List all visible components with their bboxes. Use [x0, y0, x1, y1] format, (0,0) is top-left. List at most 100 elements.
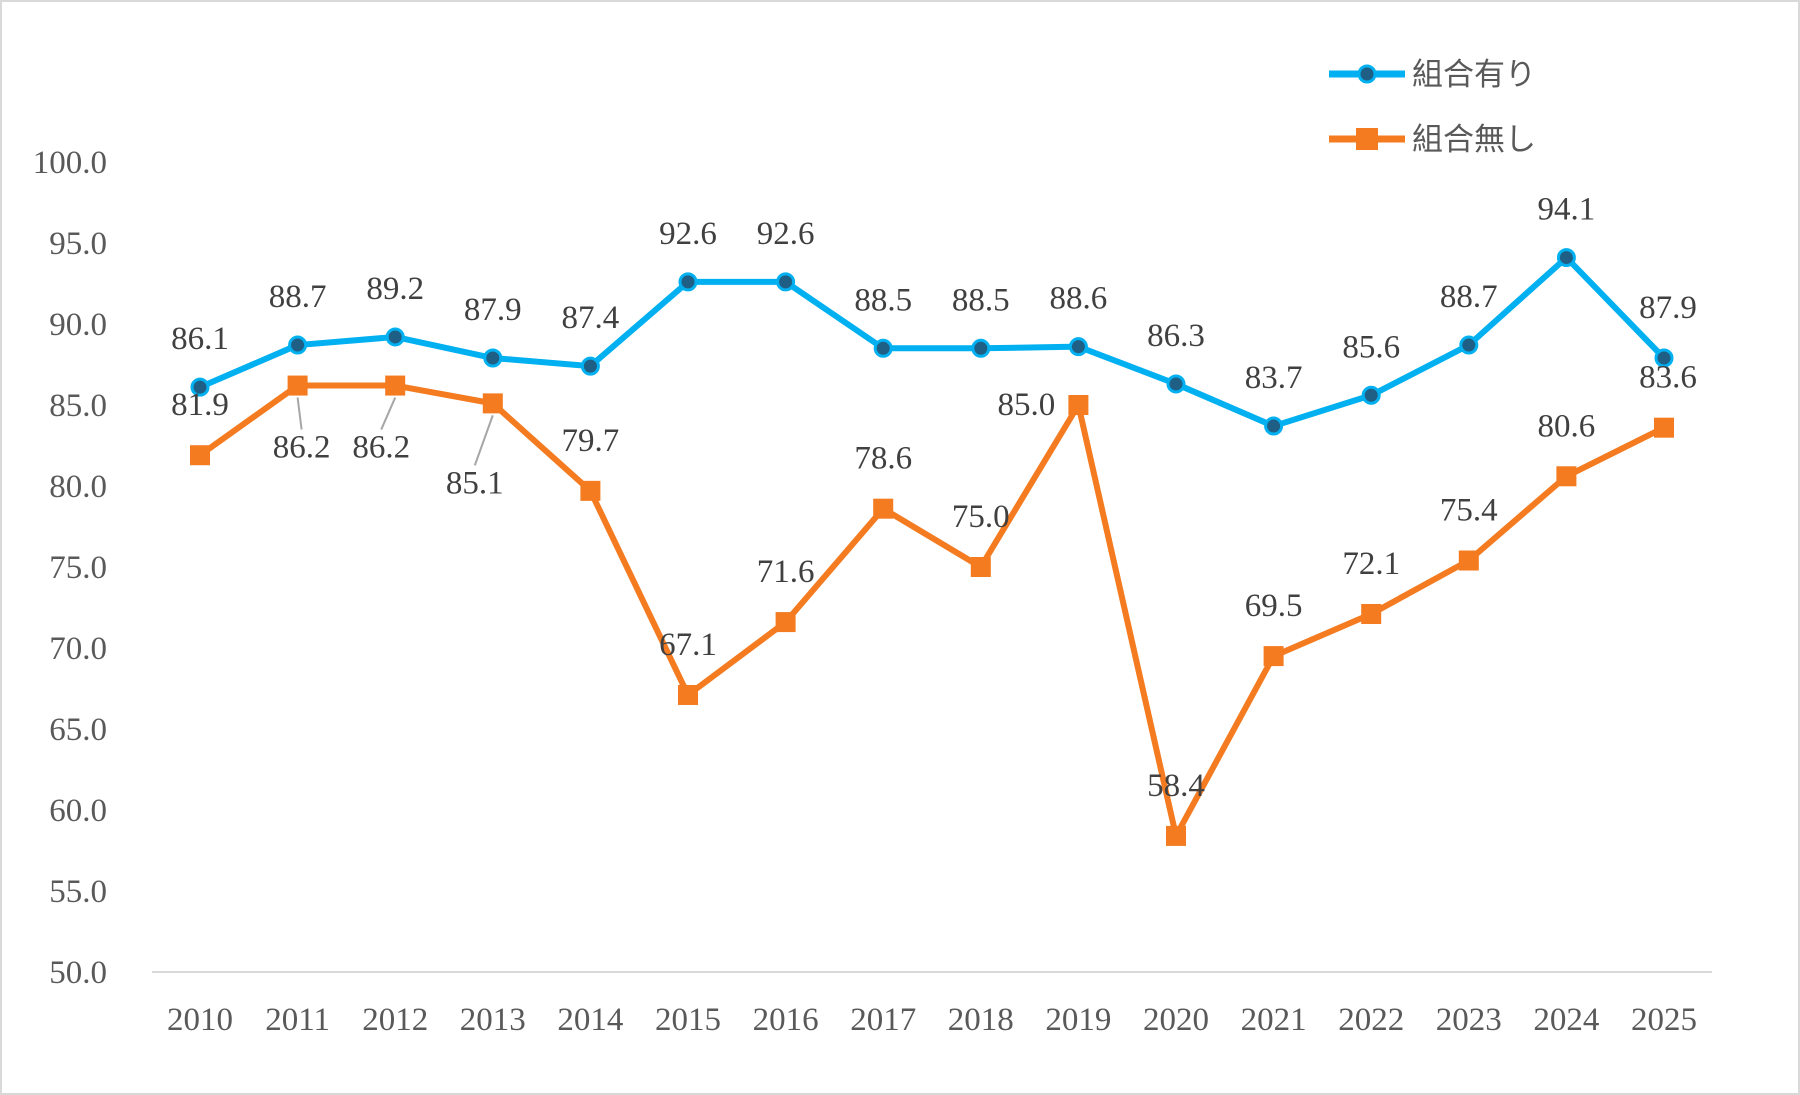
x-tick-label: 2019 [1045, 1002, 1111, 1038]
data-label: 71.6 [757, 554, 815, 590]
y-tick-label: 80.0 [49, 469, 107, 505]
data-point [775, 612, 796, 633]
data-label: 89.2 [366, 271, 424, 307]
y-tick-label: 75.0 [49, 550, 107, 586]
data-point [678, 684, 698, 705]
leader-lines [296, 397, 494, 466]
x-tick-label: 2018 [948, 1002, 1014, 1038]
x-tick-label: 2010 [167, 1002, 233, 1038]
series-line [198, 254, 1667, 430]
x-tick-label: 2023 [1436, 1002, 1502, 1038]
data-label: 78.6 [854, 441, 912, 477]
data-point [1068, 337, 1088, 357]
y-tick-label: 50.0 [49, 955, 107, 991]
y-tick-label: 100.0 [33, 145, 107, 181]
x-tick-label: 2012 [362, 1002, 428, 1038]
leader-line [473, 415, 494, 466]
data-point [1361, 385, 1381, 405]
x-tick-label: 2013 [460, 1002, 526, 1038]
data-point [580, 480, 601, 501]
data-label: 88.7 [1440, 279, 1498, 315]
data-point [483, 348, 503, 368]
data-point [1654, 348, 1674, 368]
data-point [1068, 395, 1089, 415]
data-point [873, 338, 893, 358]
data-label: 58.4 [1147, 768, 1205, 804]
data-label: 92.6 [659, 216, 717, 252]
data-point [970, 557, 991, 577]
y-tick-label: 55.0 [49, 874, 107, 910]
data-point [482, 393, 503, 414]
axis-layer: 50.0 55.0 60.0 65.0 70.0 75.0 80.0 85.0 90.0 95.0… [33, 145, 1712, 1038]
x-tick-label: 2017 [850, 1002, 916, 1038]
data-point [1458, 550, 1479, 571]
data-label: 69.5 [1245, 588, 1303, 624]
data-point [678, 272, 698, 292]
data-point [288, 335, 308, 355]
data-point [1556, 466, 1577, 487]
legend-item-nonunion: 組合無し [1329, 122, 1536, 158]
legend-label-union: 組合有り [1412, 57, 1536, 93]
x-tick-label: 2016 [753, 1002, 819, 1038]
y-tick-label: 85.0 [49, 388, 107, 424]
data-label: 88.6 [1050, 281, 1108, 317]
data-label: 67.1 [659, 627, 717, 663]
data-label: 92.6 [757, 216, 815, 252]
series-nonunion [190, 375, 1674, 846]
data-label: 87.4 [562, 300, 620, 336]
data-point [971, 338, 991, 358]
series-line [198, 382, 1666, 839]
y-tick-label: 65.0 [49, 712, 107, 748]
data-point [287, 375, 308, 396]
data-label: 81.9 [171, 387, 229, 423]
x-tick-label: 2024 [1533, 1002, 1599, 1038]
data-point [1264, 416, 1284, 436]
data-label: 88.5 [854, 282, 912, 318]
x-tick-label: 2011 [265, 1002, 330, 1038]
data-label: 85.6 [1342, 329, 1400, 365]
data-label: 72.1 [1342, 546, 1400, 582]
y-tick-label: 90.0 [49, 307, 107, 343]
series-union [190, 248, 1674, 436]
legend-marker-union [1357, 64, 1377, 84]
data-label: 87.9 [464, 292, 522, 328]
x-tick-label: 2021 [1241, 1002, 1307, 1038]
data-point [385, 327, 405, 347]
data-point [190, 445, 210, 466]
data-point [873, 498, 894, 519]
data-label: 83.7 [1245, 360, 1303, 396]
data-label: 86.1 [171, 321, 229, 357]
data-label: 85.0 [998, 387, 1056, 423]
y-tick-label: 70.0 [49, 631, 107, 667]
data-label: 88.5 [952, 282, 1010, 318]
data-label: 75.4 [1440, 493, 1498, 529]
series-layer [190, 248, 1674, 846]
data-point [1166, 825, 1186, 846]
data-label: 86.2 [352, 430, 410, 466]
data-label: 85.1 [446, 465, 504, 501]
data-label: 79.7 [562, 423, 620, 459]
leader-line [380, 397, 397, 430]
data-label: 83.6 [1639, 360, 1697, 396]
data-label: 94.1 [1538, 192, 1596, 228]
y-tick-label: 60.0 [49, 793, 107, 829]
x-tick-label: 2022 [1338, 1002, 1404, 1038]
data-point [385, 375, 406, 396]
data-labels: 86.1 88.7 89.2 87.9 87.4 92.6 92.6 88.5 88.5 88.6… [171, 192, 1697, 804]
data-point [1459, 335, 1479, 355]
legend-label-nonunion: 組合無し [1412, 122, 1536, 158]
data-point [580, 356, 600, 376]
data-label: 86.3 [1147, 318, 1205, 354]
data-point [1556, 248, 1576, 268]
x-tick-label: 2014 [557, 1002, 623, 1038]
data-point [1361, 603, 1382, 624]
data-label: 87.9 [1639, 290, 1697, 326]
data-label: 88.7 [269, 279, 327, 315]
x-tick-label: 2025 [1631, 1002, 1697, 1038]
x-tick-label: 2020 [1143, 1002, 1209, 1038]
legend: 組合有り 組合無し [1329, 57, 1536, 158]
data-point [1654, 417, 1674, 438]
y-tick-label: 95.0 [49, 226, 107, 262]
